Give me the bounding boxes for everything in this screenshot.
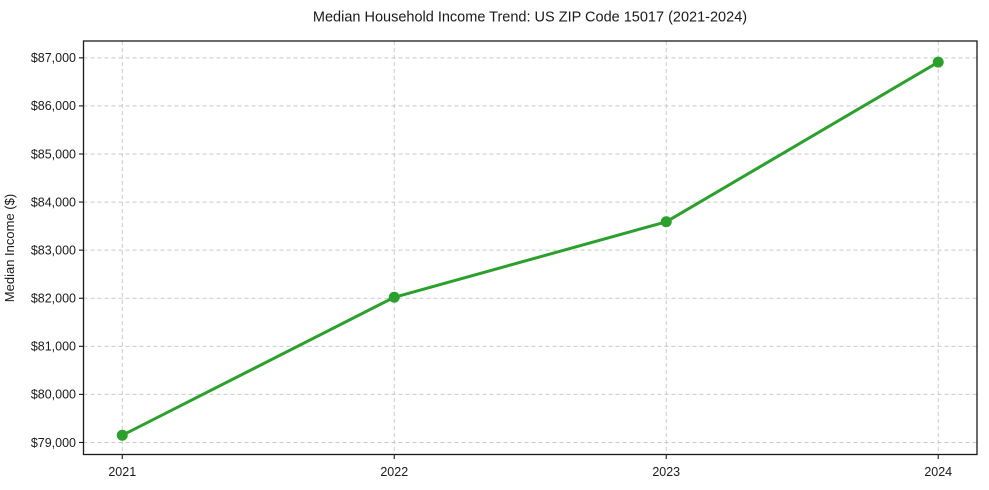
x-tick-label: 2023 (652, 465, 680, 479)
y-tick-label: $83,000 (31, 243, 76, 257)
y-tick-label: $87,000 (31, 51, 76, 65)
y-tick-label: $80,000 (31, 388, 76, 402)
y-tick-label: $85,000 (31, 147, 76, 161)
gridlines (83, 41, 977, 455)
y-tick-label: $86,000 (31, 99, 76, 113)
y-tick-label: $81,000 (31, 340, 76, 354)
chart-title: Median Household Income Trend: US ZIP Co… (313, 10, 747, 26)
y-tick-label: $84,000 (31, 195, 76, 209)
income-trend-series (116, 56, 944, 441)
data-point-2023 (660, 216, 672, 228)
data-point-2024 (932, 56, 944, 68)
axes: $79,000 $80,000 $81,000 $82,000 $83,000 $84,0… (31, 40, 978, 479)
y-tick-label: $82,000 (31, 292, 76, 306)
x-tick-label: 2021 (108, 465, 136, 479)
y-axis-label: Median Income ($) (2, 194, 17, 302)
plot-frame (82, 40, 978, 456)
x-tick-label: 2024 (924, 465, 952, 479)
trend-line (120, 60, 940, 437)
data-point-2021 (116, 429, 128, 441)
x-tick-label: 2022 (380, 465, 408, 479)
data-point-2022 (388, 291, 400, 303)
y-tick-label: $79,000 (31, 436, 76, 450)
